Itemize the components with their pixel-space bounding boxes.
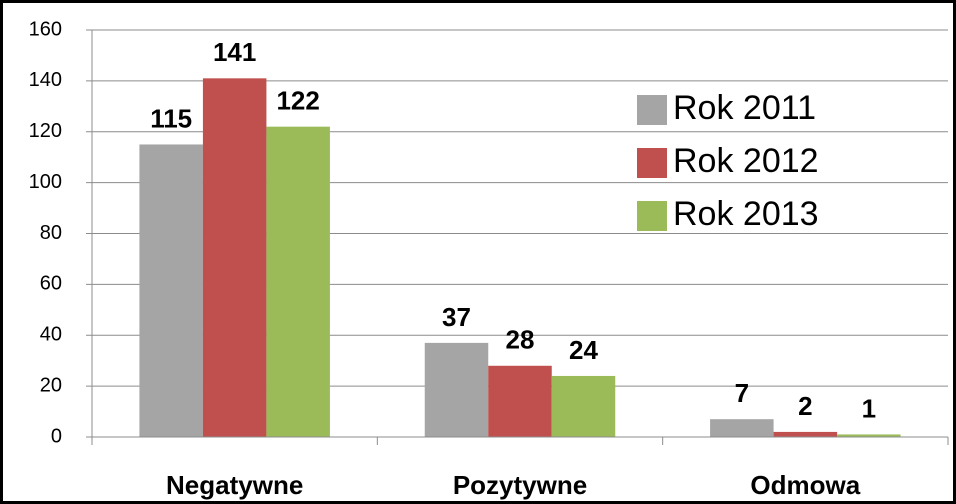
- y-tick-label: 120: [29, 120, 62, 142]
- y-tick-label: 80: [40, 222, 62, 244]
- legend-swatch: [637, 148, 667, 178]
- x-tick-label: Odmowa: [750, 470, 860, 500]
- data-label: 122: [276, 86, 319, 116]
- x-tick-label: Negatywne: [166, 470, 303, 500]
- y-tick-label: 60: [40, 273, 62, 295]
- legend-label: Rok 2013: [673, 195, 819, 233]
- bar: [837, 434, 901, 437]
- y-tick-label: 140: [29, 69, 62, 91]
- data-label: 28: [506, 325, 535, 355]
- data-label: 37: [442, 302, 471, 332]
- bar: [424, 342, 489, 437]
- legend-swatch: [637, 201, 667, 231]
- legend-label: Rok 2011: [673, 89, 816, 127]
- bar: [488, 365, 552, 437]
- y-tick-label: 0: [51, 425, 62, 447]
- y-tick-label: 20: [40, 374, 62, 396]
- data-label: 115: [150, 103, 192, 133]
- x-tick-label: Pozytywne: [453, 470, 587, 500]
- bar: [202, 78, 267, 438]
- legend-label: Rok 2012: [673, 142, 819, 180]
- y-tick-label: 100: [29, 171, 62, 193]
- y-tick-label: 160: [29, 18, 62, 40]
- data-label: 1: [862, 393, 876, 423]
- legend-swatch: [637, 95, 667, 125]
- data-label: 7: [735, 378, 749, 408]
- bar: [266, 126, 330, 437]
- data-label: 2: [798, 391, 812, 421]
- bar: [710, 419, 774, 437]
- bar: [551, 375, 616, 437]
- bar: [773, 431, 838, 437]
- y-tick-label: 40: [40, 324, 62, 346]
- data-label: 24: [569, 335, 598, 365]
- data-label: 141: [213, 37, 256, 67]
- bar: [139, 144, 203, 437]
